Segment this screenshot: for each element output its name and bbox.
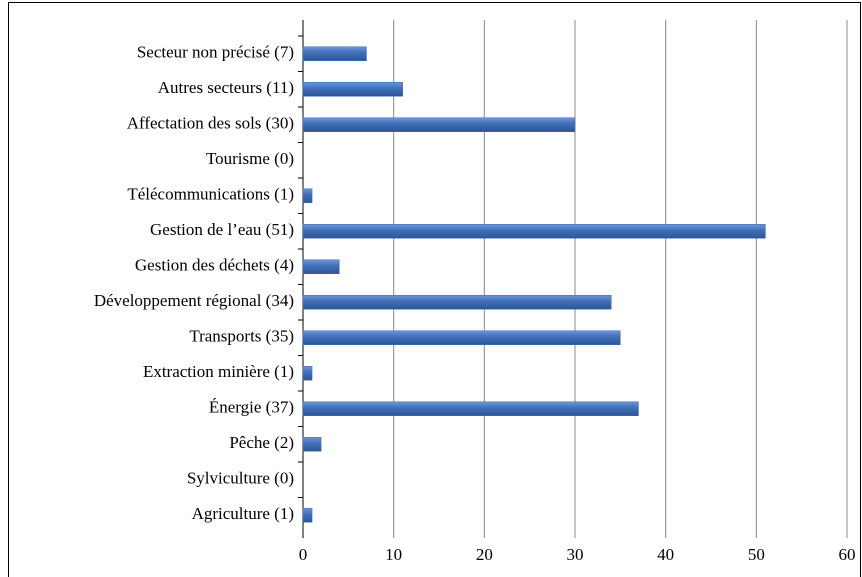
bar: [302, 188, 313, 203]
x-tick-label: 10: [385, 545, 402, 564]
y-tick-label: Tourisme (0): [206, 149, 294, 168]
x-tick-label: 0: [299, 545, 308, 564]
y-tick-label: Télécommunications (1): [127, 185, 294, 204]
y-tick-label: Énergie (37): [209, 398, 294, 417]
y-tick-label: Sylviculture (0): [187, 469, 294, 488]
y-tick-label: Pêche (2): [229, 433, 294, 452]
y-tick-label: Affectation des sols (30): [127, 114, 294, 133]
bar: [302, 437, 322, 452]
bar: [302, 366, 313, 381]
x-tick-label: 60: [839, 545, 856, 564]
bar: [302, 82, 403, 97]
y-tick-label: Secteur non précisé (7): [137, 43, 294, 62]
bar: [302, 117, 576, 132]
x-tick-label: 30: [567, 545, 584, 564]
y-tick-label: Autres secteurs (11): [158, 78, 294, 97]
bar: [302, 46, 367, 61]
bar: [302, 330, 621, 345]
bar: [302, 224, 766, 239]
y-tick-label: Extraction minière (1): [143, 362, 294, 381]
x-tick-label: 50: [748, 545, 765, 564]
bar: [302, 259, 340, 274]
frame: [8, 2, 861, 577]
y-tick-label: Transports (35): [189, 327, 294, 346]
bar: [302, 295, 612, 310]
y-tick-label: Gestion des déchets (4): [135, 256, 294, 275]
y-tick-label: Agriculture (1): [192, 504, 294, 523]
x-tick-label: 20: [476, 545, 493, 564]
y-tick-label: Gestion de l’eau (51): [150, 220, 294, 239]
bar: [302, 401, 639, 416]
bar: [302, 508, 313, 523]
y-tick-label: Développement régional (34): [94, 291, 294, 310]
x-tick-label: 40: [657, 545, 674, 564]
